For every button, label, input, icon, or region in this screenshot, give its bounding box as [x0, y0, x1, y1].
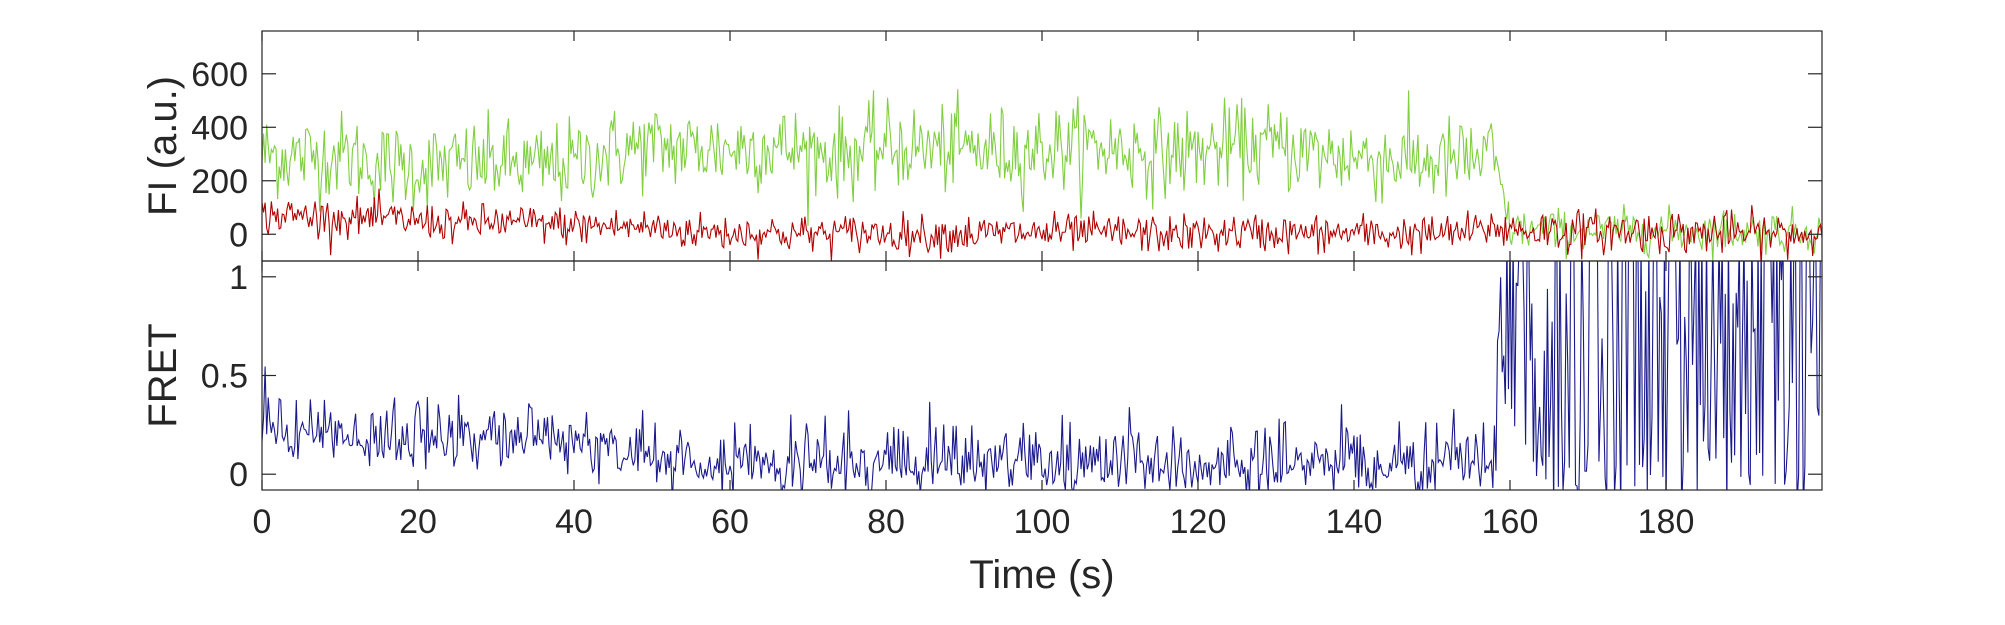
- x-tick-label: 80: [867, 503, 905, 541]
- y-tick-label: 600: [191, 56, 248, 94]
- y-tick-label: 0.5: [201, 358, 248, 396]
- x-tick-label: 0: [253, 503, 272, 541]
- y-tick-label: 1: [229, 259, 248, 297]
- x-tick-label: 180: [1638, 503, 1695, 541]
- y-axis-title: FI (a.u.): [141, 76, 185, 216]
- x-tick-label: 40: [555, 503, 593, 541]
- x-tick-label: 160: [1482, 503, 1539, 541]
- y-tick-label: 0: [229, 216, 248, 254]
- y-axis-title: FRET: [141, 323, 185, 427]
- x-tick-label: 20: [399, 503, 437, 541]
- x-axis-title: Time (s): [969, 553, 1114, 597]
- x-tick-label: 120: [1170, 503, 1227, 541]
- x-tick-label: 60: [711, 503, 749, 541]
- y-tick-label: 0: [229, 456, 248, 494]
- x-tick-label: 100: [1014, 503, 1071, 541]
- y-tick-label: 200: [191, 163, 248, 201]
- x-tick-label: 140: [1326, 503, 1383, 541]
- y-tick-label: 400: [191, 109, 248, 147]
